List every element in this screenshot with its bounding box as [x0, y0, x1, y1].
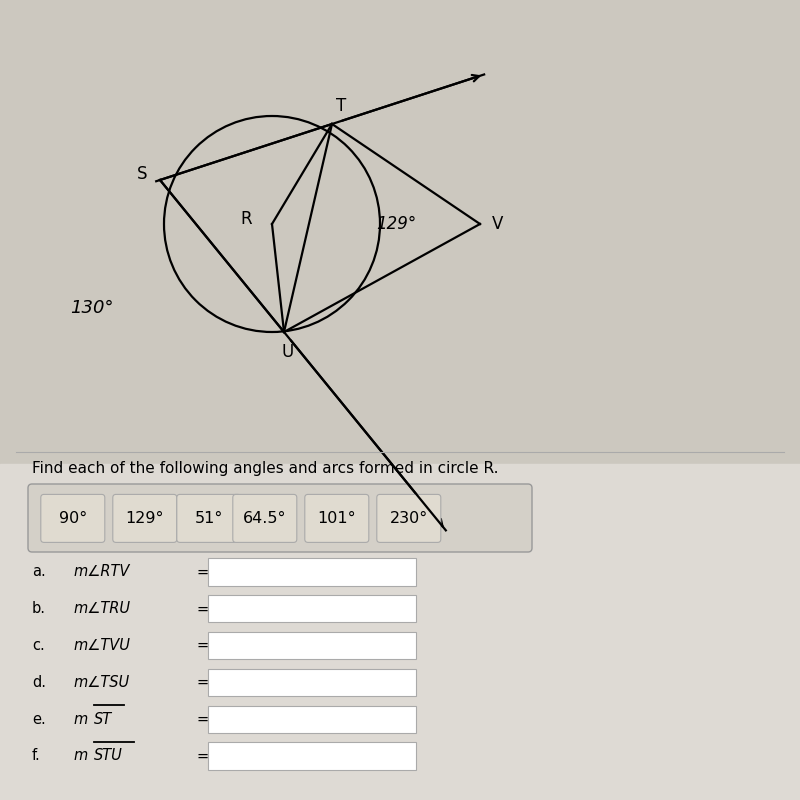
Text: 129°: 129°	[376, 215, 416, 233]
Text: m: m	[74, 749, 88, 763]
Text: STU: STU	[94, 749, 123, 763]
Text: =: =	[196, 675, 208, 690]
Text: 90°: 90°	[58, 511, 87, 526]
Text: R: R	[241, 210, 252, 228]
Text: a.: a.	[32, 565, 46, 579]
Bar	[208, 669, 416, 696]
Bar	[208, 595, 416, 622]
Bar	[0, 0, 800, 464]
Text: 129°: 129°	[126, 511, 164, 526]
FancyBboxPatch shape	[113, 494, 177, 542]
Text: m: m	[74, 712, 88, 726]
Text: ST: ST	[94, 712, 113, 726]
Text: =: =	[196, 712, 208, 726]
Text: =: =	[196, 749, 208, 763]
Bar	[208, 558, 416, 586]
FancyBboxPatch shape	[377, 494, 441, 542]
Text: b.: b.	[32, 602, 46, 616]
Text: S: S	[137, 165, 148, 182]
Text: m∠TRU: m∠TRU	[74, 602, 130, 616]
Bar	[208, 742, 416, 770]
Text: 64.5°: 64.5°	[243, 511, 286, 526]
Text: =: =	[196, 638, 208, 653]
Text: m∠TSU: m∠TSU	[74, 675, 130, 690]
Bar	[208, 706, 416, 733]
FancyBboxPatch shape	[233, 494, 297, 542]
Text: m∠RTV: m∠RTV	[74, 565, 130, 579]
FancyBboxPatch shape	[177, 494, 241, 542]
Text: 101°: 101°	[318, 511, 356, 526]
Text: =: =	[196, 565, 208, 579]
Text: =: =	[196, 602, 208, 616]
Text: e.: e.	[32, 712, 46, 726]
Text: Find each of the following angles and arcs formed in circle R.: Find each of the following angles and ar…	[32, 461, 498, 475]
Text: c.: c.	[32, 638, 45, 653]
FancyBboxPatch shape	[28, 484, 532, 552]
FancyBboxPatch shape	[41, 494, 105, 542]
Text: m∠TVU: m∠TVU	[74, 638, 130, 653]
Text: V: V	[492, 215, 503, 233]
Bar	[0, 464, 800, 800]
Text: 230°: 230°	[390, 511, 428, 526]
Text: d.: d.	[32, 675, 46, 690]
Text: T: T	[337, 98, 346, 115]
Text: 51°: 51°	[194, 511, 223, 526]
FancyBboxPatch shape	[305, 494, 369, 542]
Bar	[208, 632, 416, 659]
Text: U: U	[282, 343, 294, 361]
Text: 130°: 130°	[70, 299, 114, 317]
Text: f.: f.	[32, 749, 41, 763]
